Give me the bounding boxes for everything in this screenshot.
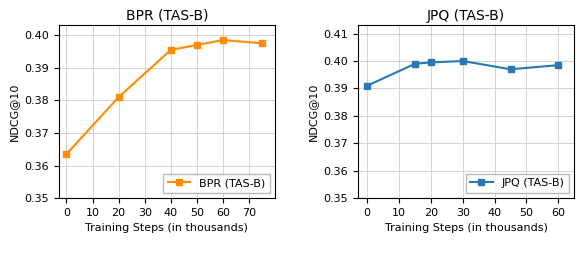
Title: JPQ (TAS-B): JPQ (TAS-B) [427,9,505,23]
Legend: BPR (TAS-B): BPR (TAS-B) [163,174,270,193]
Title: BPR (TAS-B): BPR (TAS-B) [125,9,208,23]
Y-axis label: NDCG@10: NDCG@10 [308,83,318,141]
Legend: JPQ (TAS-B): JPQ (TAS-B) [466,174,569,193]
X-axis label: Training Steps (in thousands): Training Steps (in thousands) [86,224,248,233]
Y-axis label: NDCG@10: NDCG@10 [9,83,19,141]
X-axis label: Training Steps (in thousands): Training Steps (in thousands) [384,224,547,233]
